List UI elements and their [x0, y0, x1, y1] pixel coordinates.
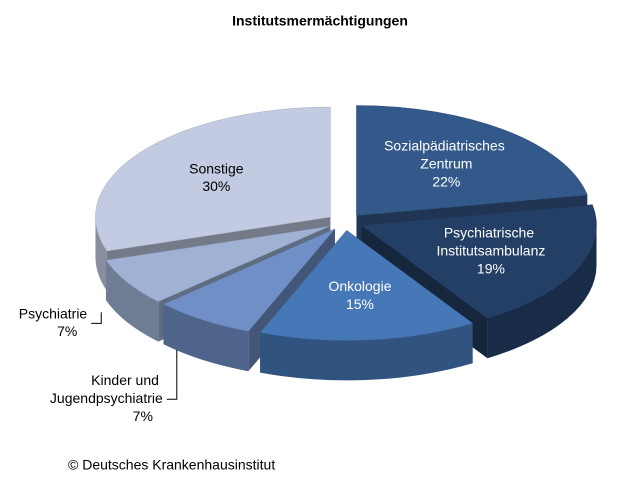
- slice-label: Sozialpädiatrisches Zentrum: [384, 137, 509, 171]
- slice-wall: [487, 225, 597, 359]
- value-label: 22%: [432, 173, 460, 189]
- label-line: Onkologie: [328, 278, 391, 294]
- slice-label: Psychiatrische Institutsambulanz: [436, 224, 545, 258]
- label-line: Institutsambulanz: [436, 242, 545, 258]
- slice: [95, 106, 331, 252]
- value-label: 7%: [57, 323, 77, 339]
- value-label: 19%: [477, 260, 505, 276]
- slice: [356, 105, 588, 216]
- label-line: Jugendpsychiatrie: [50, 390, 163, 406]
- slice-wall: [95, 217, 107, 292]
- chart-title: Institutsmermächtigungen: [232, 13, 408, 29]
- label-line: Sonstige: [189, 160, 244, 176]
- slice-wall: [163, 304, 249, 372]
- value-label: 7%: [133, 408, 153, 424]
- leader-line: [91, 312, 102, 324]
- label-line: Kinder und: [91, 372, 163, 388]
- value-label: 30%: [202, 178, 230, 194]
- slice-label: Psychiatrie: [19, 305, 88, 321]
- value-label: 15%: [346, 296, 374, 312]
- slice: [360, 204, 597, 319]
- label-line: Psychiatrie: [19, 305, 88, 321]
- slice-wall: [106, 260, 159, 342]
- label-line: Psychiatrische: [444, 224, 538, 240]
- slice-label: Sonstige: [189, 160, 244, 176]
- label-line: Zentrum: [420, 155, 472, 171]
- slice-wall: [260, 323, 473, 381]
- source: © Deutsches Krankenhausinstitut: [68, 457, 275, 473]
- slice: [259, 230, 474, 341]
- label-line: Sozialpädiatrisches: [384, 137, 509, 153]
- leader-line: [166, 349, 178, 400]
- slice: [162, 228, 336, 332]
- slice-label: Onkologie: [328, 278, 391, 294]
- slice: [105, 226, 330, 302]
- slice-label: Kinder und Jugendpsychiatrie: [50, 372, 163, 406]
